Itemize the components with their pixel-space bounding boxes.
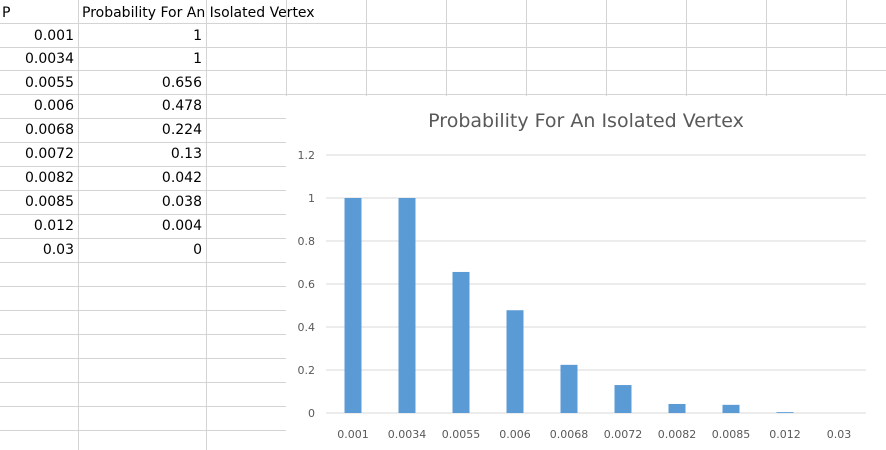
bar-0.0072[interactable] [614, 385, 632, 413]
y-tick-label: 0 [308, 407, 315, 420]
y-tick-label: 0.2 [298, 364, 316, 377]
cell-p-5[interactable]: 0.0068 [25, 122, 74, 138]
bar-0.0034[interactable] [398, 198, 416, 413]
cell-p-8[interactable]: 0.0085 [25, 194, 74, 210]
bar-0.0082[interactable] [668, 403, 686, 413]
chart-title[interactable]: Probability For An Isolated Vertex [428, 110, 744, 132]
cell-prob-8[interactable]: 0.038 [161, 194, 202, 210]
cell-p-7[interactable]: 0.0082 [25, 170, 74, 186]
cell-prob-10[interactable]: 0 [193, 242, 202, 258]
x-tick-label: 0.03 [827, 428, 852, 441]
cell-prob-6[interactable]: 0.13 [170, 146, 202, 162]
y-tick-label: 0.8 [298, 235, 316, 248]
cell-prob-9[interactable]: 0.004 [161, 218, 202, 234]
cell-p-4[interactable]: 0.006 [33, 98, 74, 114]
plot-area: 0 0.2 0.4 0.6 0.8 1 1.2 0.001 0.0034 0.0055 0.006 0… [298, 149, 866, 441]
bar-0.0068[interactable] [560, 364, 578, 413]
cell-prob-3[interactable]: 0.656 [161, 75, 202, 91]
x-tick-label: 0.001 [337, 428, 369, 441]
x-tick-label: 0.0072 [604, 428, 643, 441]
x-tick-label: 0.0082 [658, 428, 697, 441]
cell-prob-4[interactable]: 0.478 [161, 98, 202, 114]
x-tick-label: 0.012 [769, 428, 801, 441]
bar-0.012[interactable] [776, 412, 794, 413]
cell-prob-7[interactable]: 0.042 [161, 170, 202, 186]
bar-0.0055[interactable] [452, 271, 470, 413]
cell-prob-5[interactable]: 0.224 [161, 122, 202, 138]
cell-p-1[interactable]: 0.001 [33, 28, 74, 44]
x-tick-label: 0.0085 [712, 428, 751, 441]
y-tick-label: 1.2 [298, 149, 316, 162]
cell-prob-1[interactable]: 1 [193, 28, 202, 44]
cell-p-3[interactable]: 0.0055 [25, 75, 74, 91]
x-tick-label: 0.0034 [388, 428, 427, 441]
header-cell-probability[interactable]: Probability For An Isolated Vertex [82, 5, 315, 21]
x-tick-label: 0.006 [499, 428, 531, 441]
x-tick-label: 0.0055 [442, 428, 481, 441]
y-tick-label: 0.6 [298, 278, 316, 291]
cell-prob-2[interactable]: 1 [193, 51, 202, 67]
chart-area[interactable]: Probability For An Isolated Vertex 0 0.2 0… [286, 96, 886, 450]
cell-p-10[interactable]: 0.03 [42, 242, 74, 258]
header-cell-p[interactable]: P [2, 5, 11, 21]
cell-p-2[interactable]: 0.0034 [25, 51, 74, 67]
x-tick-label: 0.0068 [550, 428, 589, 441]
bar-0.006[interactable] [506, 310, 524, 413]
cell-p-6[interactable]: 0.0072 [25, 146, 74, 162]
cell-p-9[interactable]: 0.012 [33, 218, 74, 234]
bar-0.0085[interactable] [722, 404, 740, 413]
y-tick-label: 1 [308, 192, 315, 205]
bar-0.001[interactable] [344, 198, 362, 413]
y-tick-label: 0.4 [298, 321, 316, 334]
